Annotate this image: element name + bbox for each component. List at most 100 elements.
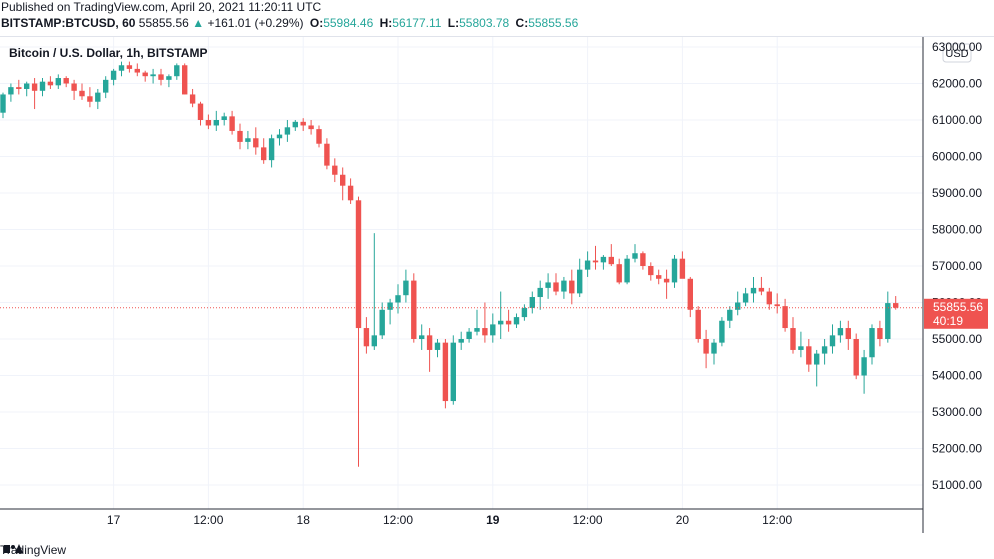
candle (253, 127, 259, 155)
candle (790, 317, 796, 354)
candle (498, 291, 504, 339)
y-tick-label: 61000.00 (932, 113, 982, 127)
candle (347, 178, 354, 204)
y-tick-label: 51000.00 (932, 478, 982, 492)
candle (8, 83, 14, 102)
candle (340, 167, 346, 201)
candle-body (774, 304, 780, 307)
y-tick-label: 60000.00 (932, 150, 982, 164)
candle (466, 328, 472, 343)
candle (79, 83, 85, 100)
currency-button[interactable]: USD (942, 43, 972, 63)
low-label: L: (447, 16, 460, 30)
candle (229, 110, 235, 135)
candle (821, 339, 828, 365)
candle-body (371, 335, 377, 347)
x-tick-label: 12:00 (193, 513, 223, 527)
candle-body (790, 328, 796, 350)
candle-body (458, 339, 464, 343)
candle-body (592, 260, 599, 263)
candle (300, 118, 306, 131)
candle-body (829, 335, 836, 347)
y-tick-label: 63000.00 (932, 40, 982, 54)
candle-body (158, 74, 164, 80)
candle (829, 324, 836, 354)
candle (355, 196, 362, 467)
candle-body (324, 143, 330, 166)
price-axis[interactable]: 63000.00 62000.00 61000.00 60000.00 59000.00… (932, 40, 982, 492)
candle (276, 129, 283, 146)
candle-body (347, 185, 354, 201)
candle (806, 339, 812, 372)
time-axis[interactable]: 17 12:00 18 12:00 19 12:00 20 12:00 (107, 513, 793, 527)
price-change: +161.01 (+0.29%) (207, 16, 304, 30)
candle-body (545, 282, 551, 288)
candle (379, 302, 385, 339)
candle-body (205, 120, 212, 126)
candle-body (332, 165, 338, 175)
candle (608, 244, 614, 266)
candle (577, 258, 583, 298)
candle-body (316, 129, 322, 144)
candle (118, 61, 125, 77)
candle-body (229, 116, 235, 131)
candle (671, 255, 678, 288)
candle (656, 269, 662, 285)
candle (434, 339, 441, 358)
high-label: H: (379, 16, 393, 30)
candle-body (845, 328, 851, 339)
candle (387, 298, 393, 325)
candle-body (703, 339, 709, 354)
published-line: Published on TradingView.com, April 20, … (1, 0, 322, 14)
candle-body (379, 309, 385, 336)
candle-body (450, 342, 456, 402)
last-price-tag-value: 55855.56 (933, 300, 983, 314)
candle (150, 68, 156, 84)
candle (95, 88, 101, 110)
candle-body (355, 200, 362, 329)
y-tick-label: 62000.00 (932, 77, 982, 91)
candle-body (363, 328, 370, 347)
candle-body (95, 92, 101, 102)
candle-body (466, 331, 472, 339)
candle (750, 276, 757, 303)
candle (537, 280, 543, 310)
candle-body (403, 280, 409, 296)
candle-body (750, 287, 757, 294)
candle-body (513, 317, 520, 325)
close-label: C: (515, 16, 529, 30)
candle (893, 296, 899, 310)
candle-body (877, 328, 883, 339)
candle-body (577, 269, 583, 294)
candlestick-chart[interactable]: Bitcoin / U.S. Dollar, 1h, BITSTAMP USD … (0, 37, 994, 533)
candle-body (308, 125, 314, 130)
x-tick-label: 12:00 (762, 513, 792, 527)
candle-body (719, 320, 725, 343)
candle (553, 273, 559, 296)
candle (885, 291, 891, 343)
candle (719, 317, 725, 347)
candle-body (261, 147, 267, 161)
candle (24, 81, 30, 97)
close-value: 55855.56 (528, 16, 579, 30)
chart-area[interactable]: Bitcoin / U.S. Dollar, 1h, BITSTAMP USD … (0, 36, 994, 533)
candle (158, 68, 164, 86)
last-price-tag: 55855.56 40:19 (924, 298, 988, 329)
candle-body (292, 121, 298, 128)
candle-body (821, 346, 828, 354)
candle-body (387, 302, 393, 310)
candle-body (110, 70, 117, 80)
last-price-tag-bg (924, 298, 988, 329)
candle (513, 313, 520, 329)
candle (648, 262, 654, 281)
candle-body (742, 293, 749, 303)
y-tick-label: 55000.00 (932, 332, 982, 346)
candle (142, 70, 148, 82)
candle-body (434, 342, 441, 350)
candle (316, 125, 322, 148)
candle (505, 309, 512, 332)
symbol-name: BITSTAMP:BTCUSD, 60 (1, 16, 136, 30)
candle (47, 76, 54, 89)
candle (624, 255, 630, 285)
y-tick-label: 59000.00 (932, 186, 982, 200)
